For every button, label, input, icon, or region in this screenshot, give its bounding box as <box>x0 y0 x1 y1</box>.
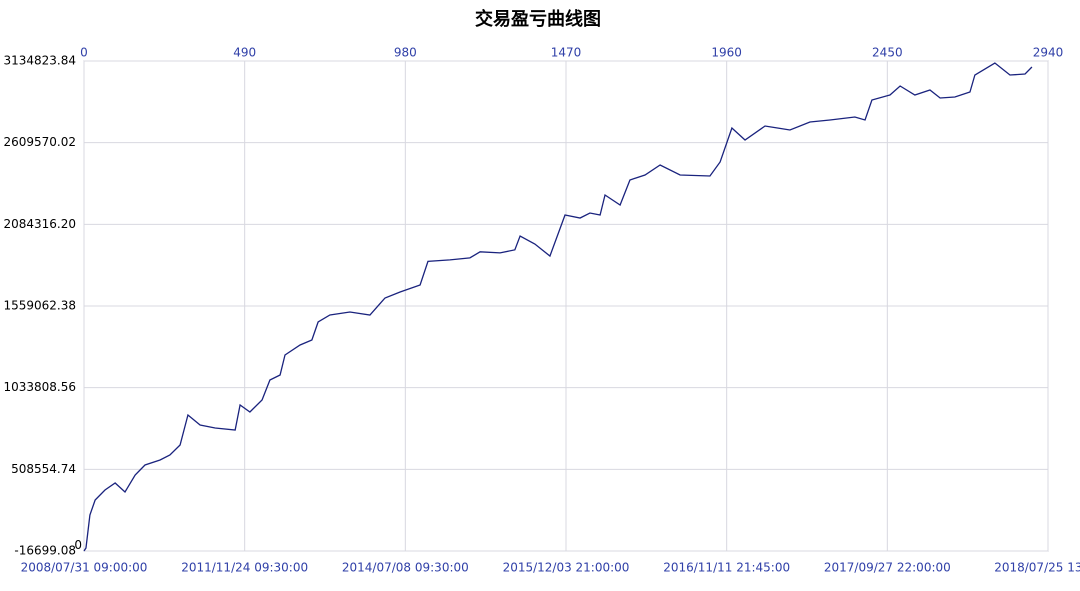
y-tick-label: 1033808.56 <box>3 380 76 394</box>
chart-title: 交易盈亏曲线图 <box>475 8 601 30</box>
x-tick-label: 0 <box>80 46 88 60</box>
y-tick-label: 2084316.20 <box>3 217 76 231</box>
y-tick-label: 0 <box>74 538 82 552</box>
date-label: 2008/07/31 09:00:00 <box>21 561 148 575</box>
x-tick-label: 2940 <box>1033 46 1064 60</box>
date-label: 2016/11/11 21:45:00 <box>663 561 790 575</box>
y-tick-label: -16699.08 <box>14 544 76 558</box>
y-tick-label: 508554.74 <box>11 462 76 476</box>
y-tick-label: 2609570.02 <box>3 135 76 149</box>
x-tick-label: 490 <box>233 46 256 60</box>
y-tick-label: 3134823.84 <box>3 54 76 68</box>
equity-line <box>83 62 1033 552</box>
date-label: 2011/11/24 09:30:00 <box>181 561 308 575</box>
date-label: 2017/09/27 22:00:00 <box>824 561 951 575</box>
x-tick-label: 1470 <box>551 46 582 60</box>
y-tick-label: 1559062.38 <box>3 299 76 313</box>
x-tick-label: 980 <box>394 46 417 60</box>
date-label: 2015/12/03 21:00:00 <box>503 561 630 575</box>
date-label: 2018/07/25 13:45 <box>994 561 1080 575</box>
x-tick-label: 1960 <box>711 46 742 60</box>
x-tick-label: 2450 <box>872 46 903 60</box>
date-label: 2014/07/08 09:30:00 <box>342 561 469 575</box>
